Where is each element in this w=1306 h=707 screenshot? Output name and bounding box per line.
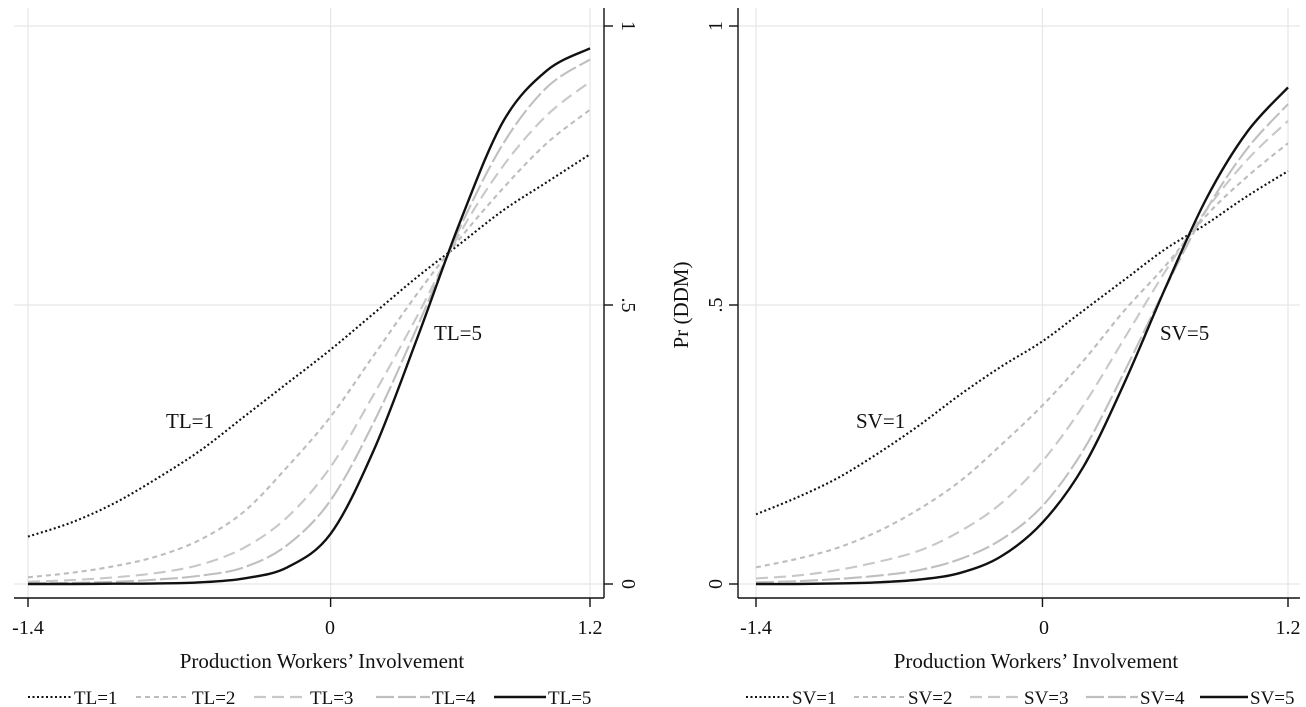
x-axis-title: Production Workers’ Involvement <box>894 649 1179 673</box>
legend-label: TL=3 <box>310 688 353 707</box>
x-tick-label: 0 <box>325 617 335 639</box>
chart-right: -1.4 0 1.2 0 .5 1 Pr (DDM) Production Wo… <box>669 8 1301 707</box>
series-line-sv-5 <box>755 86 1289 586</box>
legend-label: TL=4 <box>432 688 476 707</box>
series-line-sv-2 <box>755 142 1289 569</box>
series-line-tl-5 <box>28 47 591 586</box>
series-line-tl-1 <box>27 153 591 538</box>
y-tick-label: 0 <box>617 579 639 589</box>
legend-label: SV=2 <box>908 688 953 707</box>
x-tick-labels: -1.4 0 1.2 <box>12 617 602 639</box>
annotations: SV=1 SV=5 <box>856 321 1209 433</box>
x-tick-labels: -1.4 0 1.2 <box>740 617 1300 639</box>
axes <box>14 8 613 607</box>
legend-label: TL=1 <box>74 688 117 707</box>
plot-area <box>14 8 604 598</box>
x-tick-label: -1.4 <box>12 617 44 639</box>
plot-area <box>738 8 1300 598</box>
y-tick-label: 0 <box>705 579 727 589</box>
x-tick-label: 0 <box>1039 617 1049 639</box>
legend: SV=1 SV=2 SV=3 SV=4 SV=5 <box>746 688 1295 707</box>
legend-label: SV=5 <box>1250 688 1295 707</box>
legend-label: SV=4 <box>1140 688 1185 707</box>
x-axis-title: Production Workers’ Involvement <box>180 649 465 673</box>
y-tick-labels: .5 1 0 <box>617 21 639 589</box>
y-tick-label: 1 <box>617 21 639 31</box>
x-tick-label: 1.2 <box>578 617 603 639</box>
chart-left: -1.4 0 1.2 .5 1 0 Production Workers’ In… <box>12 8 639 707</box>
y-tick-labels: 0 .5 1 <box>705 21 727 589</box>
annotation-label: SV=1 <box>856 409 905 433</box>
annotation-label: SV=5 <box>1160 321 1209 345</box>
series-line-tl-4 <box>27 58 591 585</box>
y-axis-title: Pr (DDM) <box>669 262 693 349</box>
annotation-label: TL=5 <box>434 321 482 345</box>
legend-label: TL=2 <box>192 688 235 707</box>
series-line-tl-2 <box>27 108 591 579</box>
legend: TL=1 TL=2 TL=3 TL=4 TL=5 <box>28 688 591 707</box>
y-tick-label: 1 <box>705 21 727 31</box>
legend-label: TL=5 <box>548 688 591 707</box>
series-line-sv-4 <box>755 103 1289 584</box>
axes <box>729 8 1300 607</box>
legend-label: SV=3 <box>1024 688 1069 707</box>
legend-label: SV=1 <box>792 688 837 707</box>
y-tick-label: .5 <box>705 298 727 313</box>
series-lines <box>27 47 591 586</box>
series-lines <box>755 86 1289 586</box>
annotation-label: TL=1 <box>166 409 214 433</box>
x-tick-label: 1.2 <box>1276 617 1301 639</box>
series-line-sv-1 <box>755 170 1289 516</box>
series-line-tl-3 <box>27 80 591 583</box>
y-tick-label: .5 <box>617 298 639 313</box>
annotations: TL=1 TL=5 <box>166 321 482 433</box>
x-tick-label: -1.4 <box>740 617 772 639</box>
